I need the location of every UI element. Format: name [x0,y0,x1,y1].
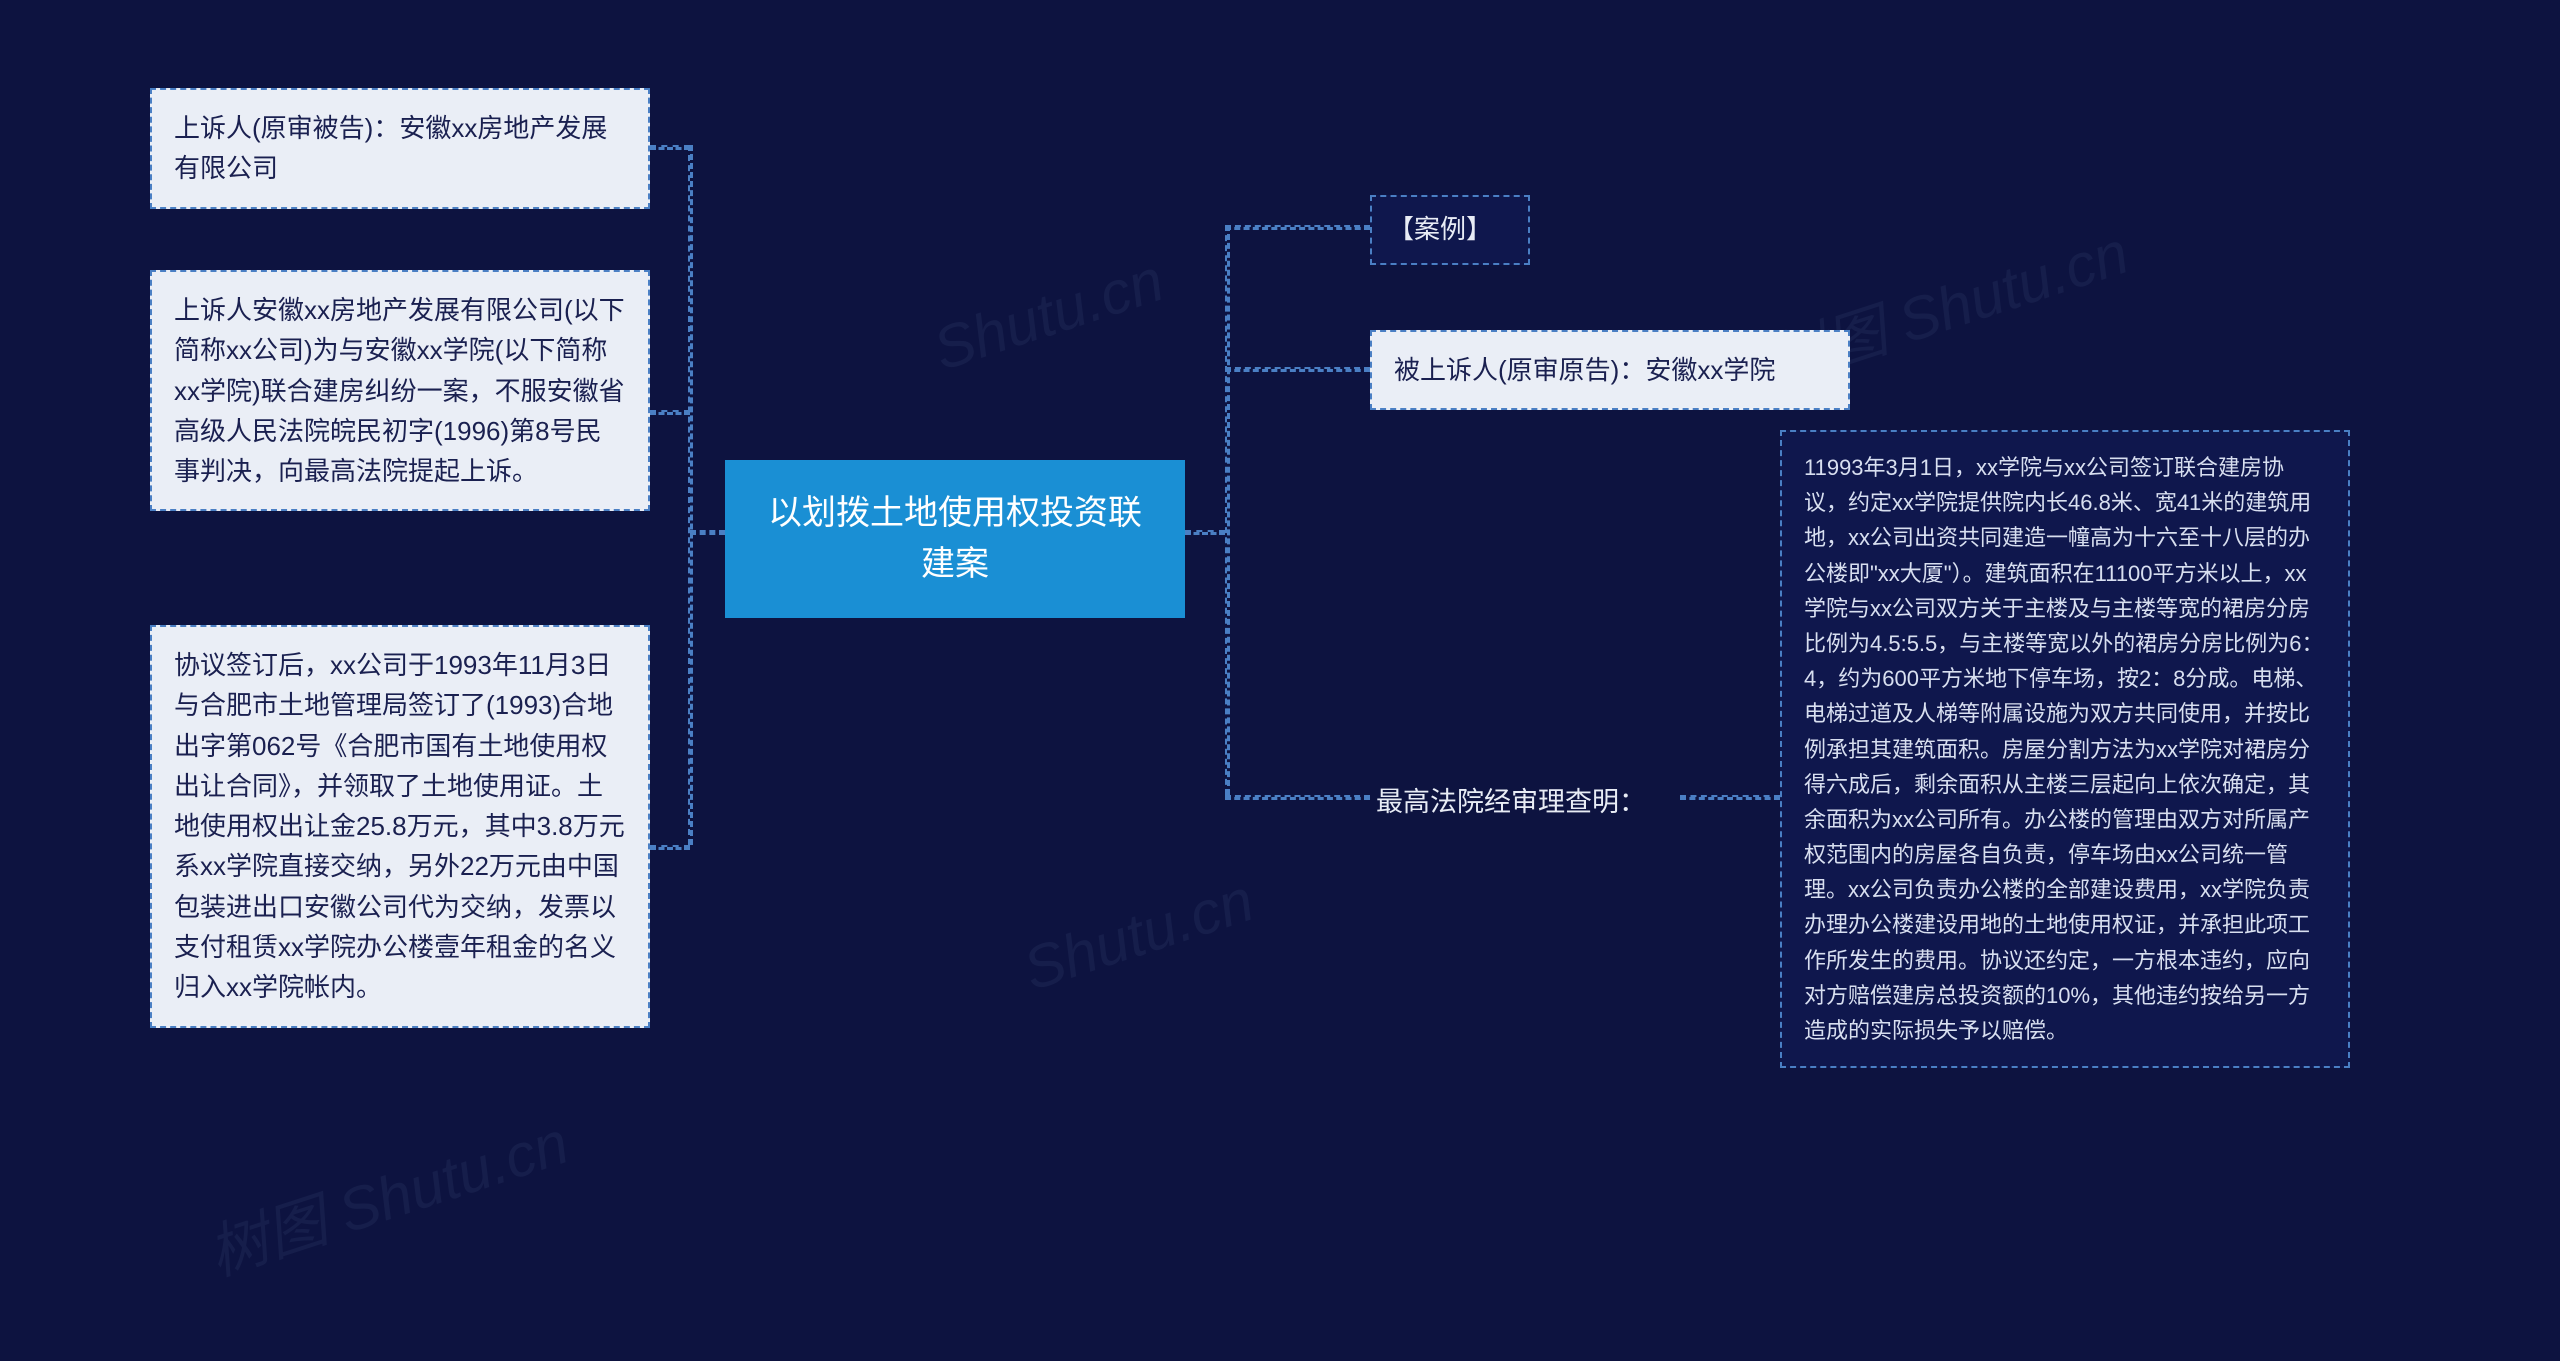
watermark: Shutu.cn [925,245,1172,384]
right-node-appellee: 被上诉人(原审原告)：安徽xx学院 [1370,330,1850,410]
connector [688,145,693,845]
connector [1185,530,1225,535]
node-text: 【案例】 [1388,214,1492,244]
left-node-case-summary: 上诉人安徽xx房地产发展有限公司(以下简称xx公司)为与安徽xx学院(以下简称x… [150,270,650,511]
watermark: Shutu.cn [1015,865,1262,1004]
connector [1225,795,1370,800]
connector [1680,795,1780,800]
connector [650,145,690,150]
connector [1225,225,1370,230]
right-node-court-finding-label: 最高法院经审理查明： [1370,770,1680,836]
center-text: 以划拨土地使用权投资联建案 [768,494,1142,583]
center-node: 以划拨土地使用权投资联建案 [725,460,1185,618]
connector [650,845,690,850]
node-text: 11993年3月1日，xx学院与xx公司签订联合建房协议，约定xx学院提供院内长… [1804,455,2324,1043]
watermark: 树图 Shutu.cn [196,1094,578,1292]
detail-node: 11993年3月1日，xx学院与xx公司签订联合建房协议，约定xx学院提供院内长… [1780,430,2350,1068]
node-text: 上诉人安徽xx房地产发展有限公司(以下简称xx公司)为与安徽xx学院(以下简称x… [174,295,625,486]
node-text: 上诉人(原审被告)：安徽xx房地产发展有限公司 [174,113,607,183]
left-node-appellant: 上诉人(原审被告)：安徽xx房地产发展有限公司 [150,88,650,209]
node-text: 最高法院经审理查明： [1376,787,1646,817]
left-node-agreement: 协议签订后，xx公司于1993年11月3日与合肥市土地管理局签订了(1993)合… [150,625,650,1028]
node-text: 协议签订后，xx公司于1993年11月3日与合肥市土地管理局签订了(1993)合… [174,650,625,1002]
node-text: 被上诉人(原审原告)：安徽xx学院 [1394,355,1775,385]
connector [1225,367,1370,372]
connector [650,410,690,415]
connector [1225,225,1230,795]
right-node-case-label: 【案例】 [1370,195,1530,265]
connector [690,530,725,535]
